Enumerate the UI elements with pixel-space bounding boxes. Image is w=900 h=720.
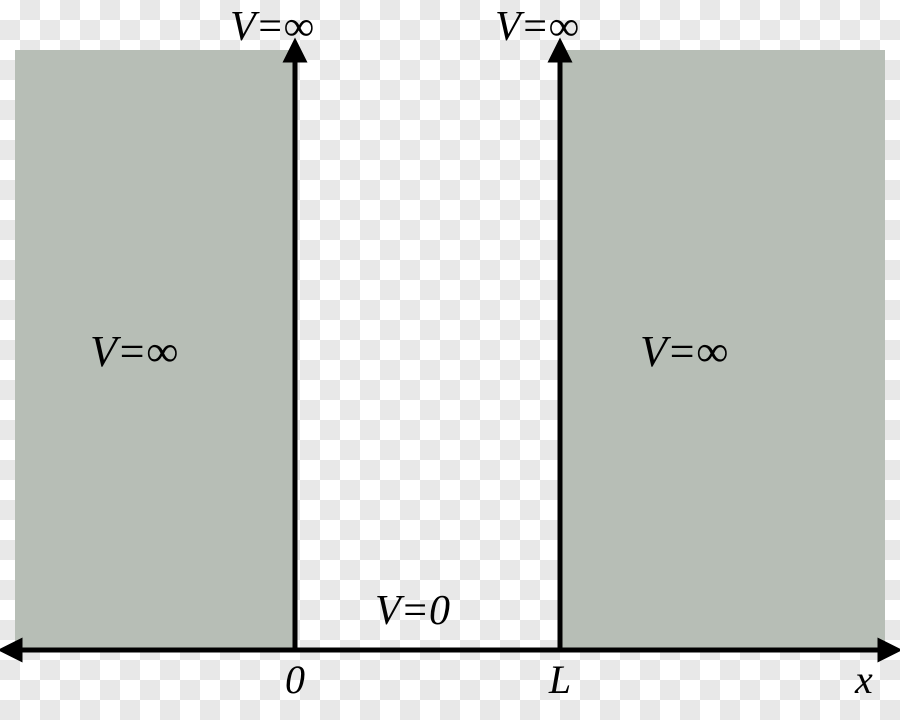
label-v-inf-top-left: V=∞ (230, 6, 314, 48)
axis-label-x: x (855, 660, 873, 700)
tick-label-L: L (549, 660, 571, 700)
label-v-inf-top-right: V=∞ (495, 6, 579, 48)
label-v-inf-right: V=∞ (640, 330, 728, 374)
label-v-zero: V=0 (375, 590, 450, 632)
tick-label-zero: 0 (285, 660, 305, 700)
label-v-inf-left: V=∞ (90, 330, 178, 374)
diagram-stage: V=∞ V=∞ V=∞ V=∞ V=0 0 L x (0, 0, 900, 720)
